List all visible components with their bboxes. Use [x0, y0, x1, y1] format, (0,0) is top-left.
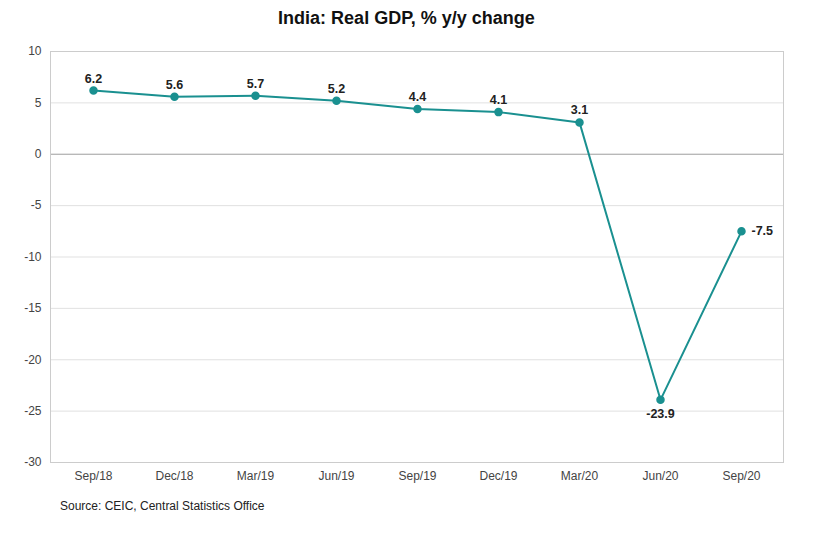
- svg-text:3.1: 3.1: [571, 103, 588, 117]
- svg-text:Sep/20: Sep/20: [722, 469, 760, 483]
- svg-text:10: 10: [28, 44, 42, 58]
- svg-text:Jun/20: Jun/20: [642, 469, 678, 483]
- svg-text:Dec/18: Dec/18: [155, 469, 193, 483]
- svg-text:6.2: 6.2: [85, 72, 102, 86]
- svg-text:-5: -5: [31, 198, 42, 212]
- svg-text:Sep/19: Sep/19: [398, 469, 436, 483]
- svg-text:Dec/19: Dec/19: [479, 469, 517, 483]
- svg-text:Sep/18: Sep/18: [74, 469, 112, 483]
- svg-text:Jun/19: Jun/19: [318, 469, 354, 483]
- svg-text:-25: -25: [24, 404, 42, 418]
- svg-text:5: 5: [35, 96, 42, 110]
- svg-text:Mar/19: Mar/19: [237, 469, 275, 483]
- svg-text:-10: -10: [24, 250, 42, 264]
- svg-text:-15: -15: [24, 301, 42, 315]
- svg-text:Mar/20: Mar/20: [561, 469, 599, 483]
- svg-text:4.1: 4.1: [490, 93, 507, 107]
- svg-text:5.2: 5.2: [328, 82, 345, 96]
- svg-text:5.7: 5.7: [247, 77, 264, 91]
- svg-text:-7.5: -7.5: [752, 224, 774, 238]
- svg-text:4.4: 4.4: [409, 90, 426, 104]
- html-text:Source: CEIC, Central Statisti: Source: CEIC, Central Statistics Office: [60, 499, 265, 513]
- svg-text:-30: -30: [24, 455, 42, 469]
- html-text:India: Real GDP, % y/y change: India: Real GDP, % y/y change: [278, 8, 535, 28]
- svg-text:5.6: 5.6: [166, 78, 183, 92]
- svg-text:-20: -20: [24, 353, 42, 367]
- svg-text:0: 0: [35, 147, 42, 161]
- svg-text:-23.9: -23.9: [646, 407, 675, 421]
